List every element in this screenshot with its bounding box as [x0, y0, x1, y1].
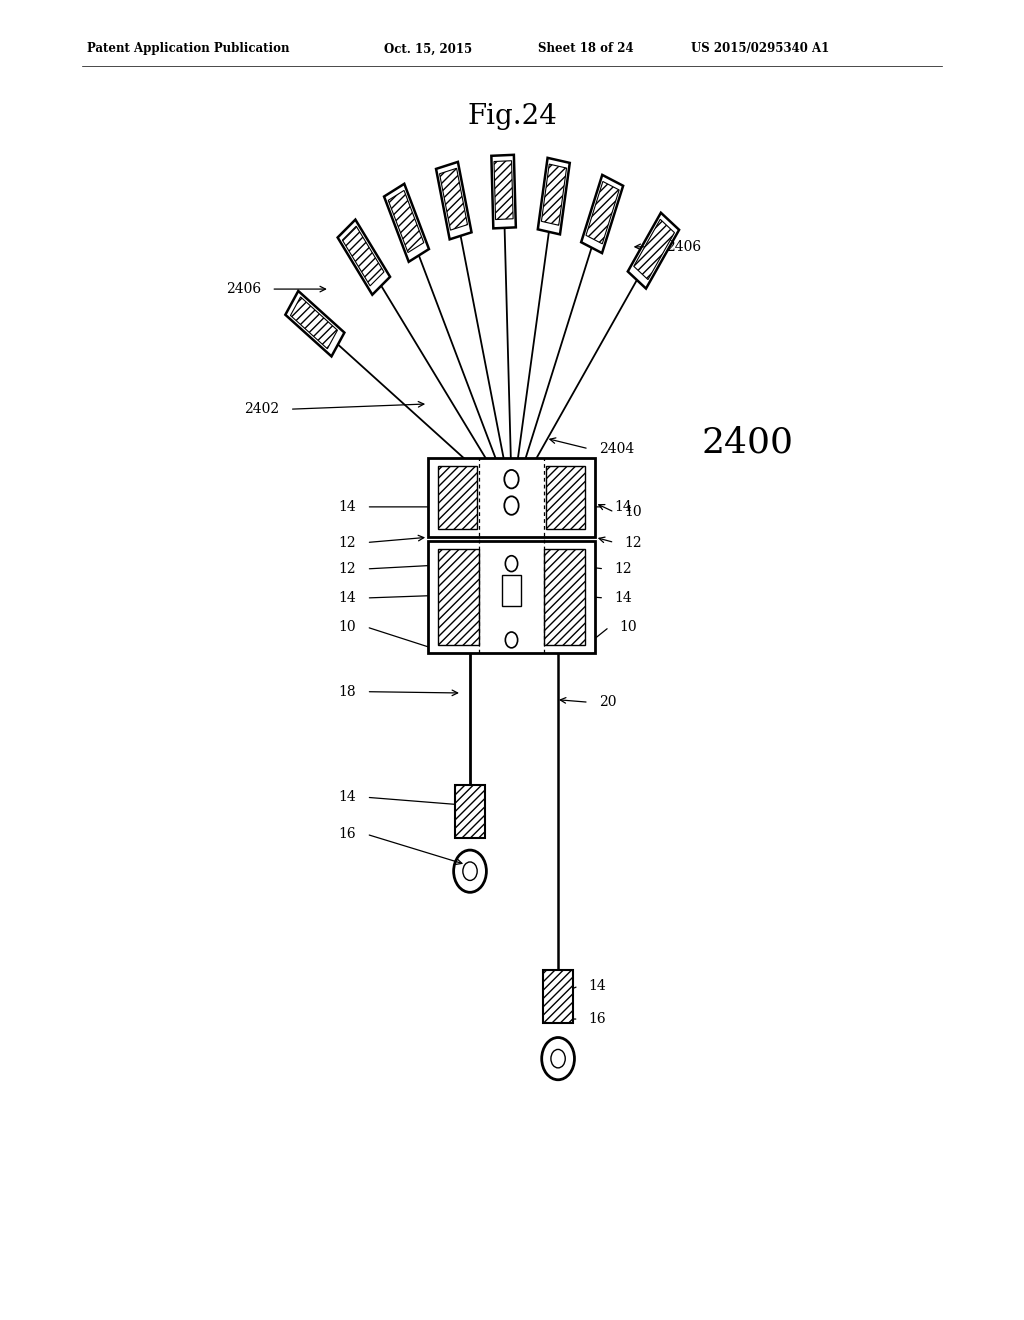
Text: 2406: 2406 [226, 282, 261, 296]
Text: 14: 14 [589, 979, 606, 993]
Text: 14: 14 [339, 791, 356, 804]
Text: 12: 12 [625, 536, 642, 549]
Bar [428, 458, 595, 537]
Bar [538, 158, 569, 235]
Bar [384, 183, 429, 261]
Bar [582, 174, 624, 253]
Text: 16: 16 [589, 1012, 606, 1026]
Bar [634, 219, 675, 280]
Bar [438, 466, 477, 529]
Bar [436, 162, 471, 239]
Bar [455, 785, 485, 838]
Text: Oct. 15, 2015: Oct. 15, 2015 [384, 42, 472, 55]
Bar [542, 164, 566, 226]
Bar [543, 970, 573, 1023]
Text: 12: 12 [339, 562, 356, 576]
Bar [342, 226, 384, 286]
Text: 2400: 2400 [701, 425, 794, 459]
Bar [428, 541, 595, 653]
Text: 16: 16 [339, 828, 356, 841]
Text: Fig.24: Fig.24 [467, 103, 557, 129]
Text: 18: 18 [339, 685, 356, 698]
Text: 12: 12 [339, 536, 356, 549]
Bar [628, 213, 679, 289]
Text: 14: 14 [614, 591, 632, 605]
Bar [286, 290, 344, 356]
Text: 12: 12 [614, 562, 632, 576]
Bar [502, 576, 520, 606]
Bar [439, 168, 468, 230]
Text: 10: 10 [625, 506, 642, 519]
Text: 2402: 2402 [245, 403, 280, 416]
Text: Patent Application Publication: Patent Application Publication [87, 42, 290, 55]
Text: 14: 14 [339, 591, 356, 605]
Bar [492, 154, 516, 228]
Bar [544, 549, 585, 645]
Text: 20: 20 [599, 696, 616, 709]
Text: 14: 14 [614, 500, 632, 513]
Text: 2404: 2404 [599, 442, 634, 455]
Text: 14: 14 [339, 500, 356, 513]
Bar [388, 190, 424, 252]
Bar [494, 161, 513, 219]
Bar [586, 181, 620, 244]
Text: 10: 10 [620, 620, 637, 634]
Text: Sheet 18 of 24: Sheet 18 of 24 [538, 42, 633, 55]
Text: 10: 10 [339, 620, 356, 634]
Bar [291, 297, 338, 348]
Text: 2406: 2406 [666, 240, 700, 253]
Bar [438, 549, 479, 645]
Bar [546, 466, 585, 529]
Text: US 2015/0295340 A1: US 2015/0295340 A1 [691, 42, 829, 55]
Bar [338, 219, 390, 294]
